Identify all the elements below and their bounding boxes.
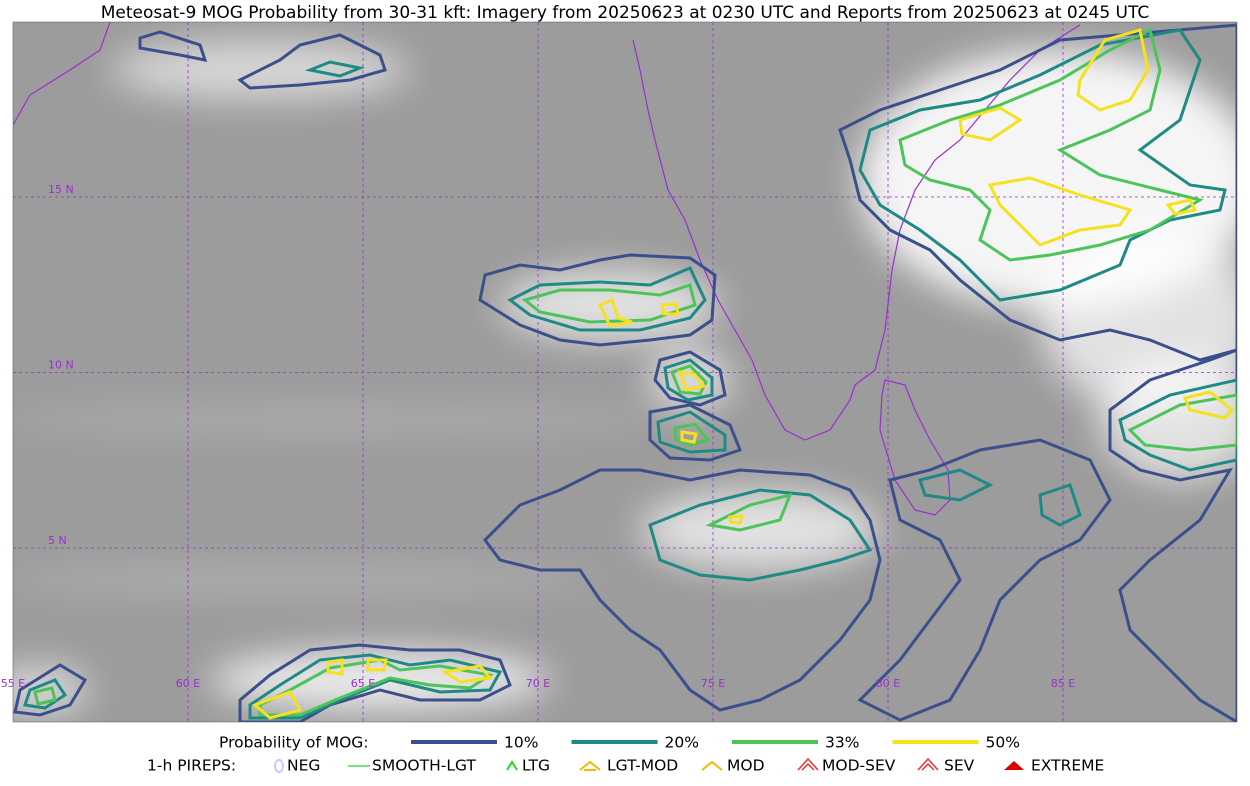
legend-text: 50% (986, 734, 1020, 752)
legend-label: Probability of MOG: (219, 734, 369, 752)
title: Meteosat-9 MOG Probability from 30-31 kf… (101, 3, 1150, 23)
lon-label: 75 E (701, 677, 725, 690)
legend-text: LTG (522, 757, 550, 775)
lat-label: 15 N (48, 183, 74, 196)
lon-label: 70 E (526, 677, 550, 690)
coastline (13, 22, 1081, 516)
pirep-icon (701, 760, 723, 771)
legend-text: NEG (287, 757, 320, 775)
pirep-icon (506, 760, 518, 771)
legend-text: MOD-SEV (822, 757, 896, 775)
lon-label: 60 E (176, 677, 200, 690)
legend: Probability of MOG: 10% 20% 33% 50% 1-h PIREP… (147, 734, 1104, 775)
legend-text: MOD (727, 757, 765, 775)
lon-label: 65 E (351, 677, 375, 690)
lon-label: 55 E (1, 677, 25, 690)
graticule (13, 22, 1237, 722)
legend-text: SMOOTH-LGT (372, 757, 476, 775)
legend-text: EXTREME (1031, 757, 1104, 775)
pirep-icon (917, 757, 939, 771)
lon-label: 80 E (876, 677, 900, 690)
pirep-icon (579, 760, 601, 771)
lon-label: 85 E (1051, 677, 1075, 690)
legend-label: 1-h PIREPS: (147, 757, 236, 775)
legend-text: 20% (665, 734, 699, 752)
pirep-icon (274, 759, 284, 773)
legend-text: 10% (504, 734, 538, 752)
map (13, 22, 1237, 722)
legend-text: LGT-MOD (607, 757, 678, 775)
map-frame (12, 21, 1238, 723)
lat-label: 5 N (48, 534, 67, 547)
legend-text: SEV (944, 757, 975, 775)
pirep-icon (1004, 761, 1024, 770)
lat-label: 10 N (48, 359, 74, 372)
contours (13, 23, 1237, 722)
legend-text: 33% (825, 734, 859, 752)
pirep-icon (797, 757, 819, 771)
